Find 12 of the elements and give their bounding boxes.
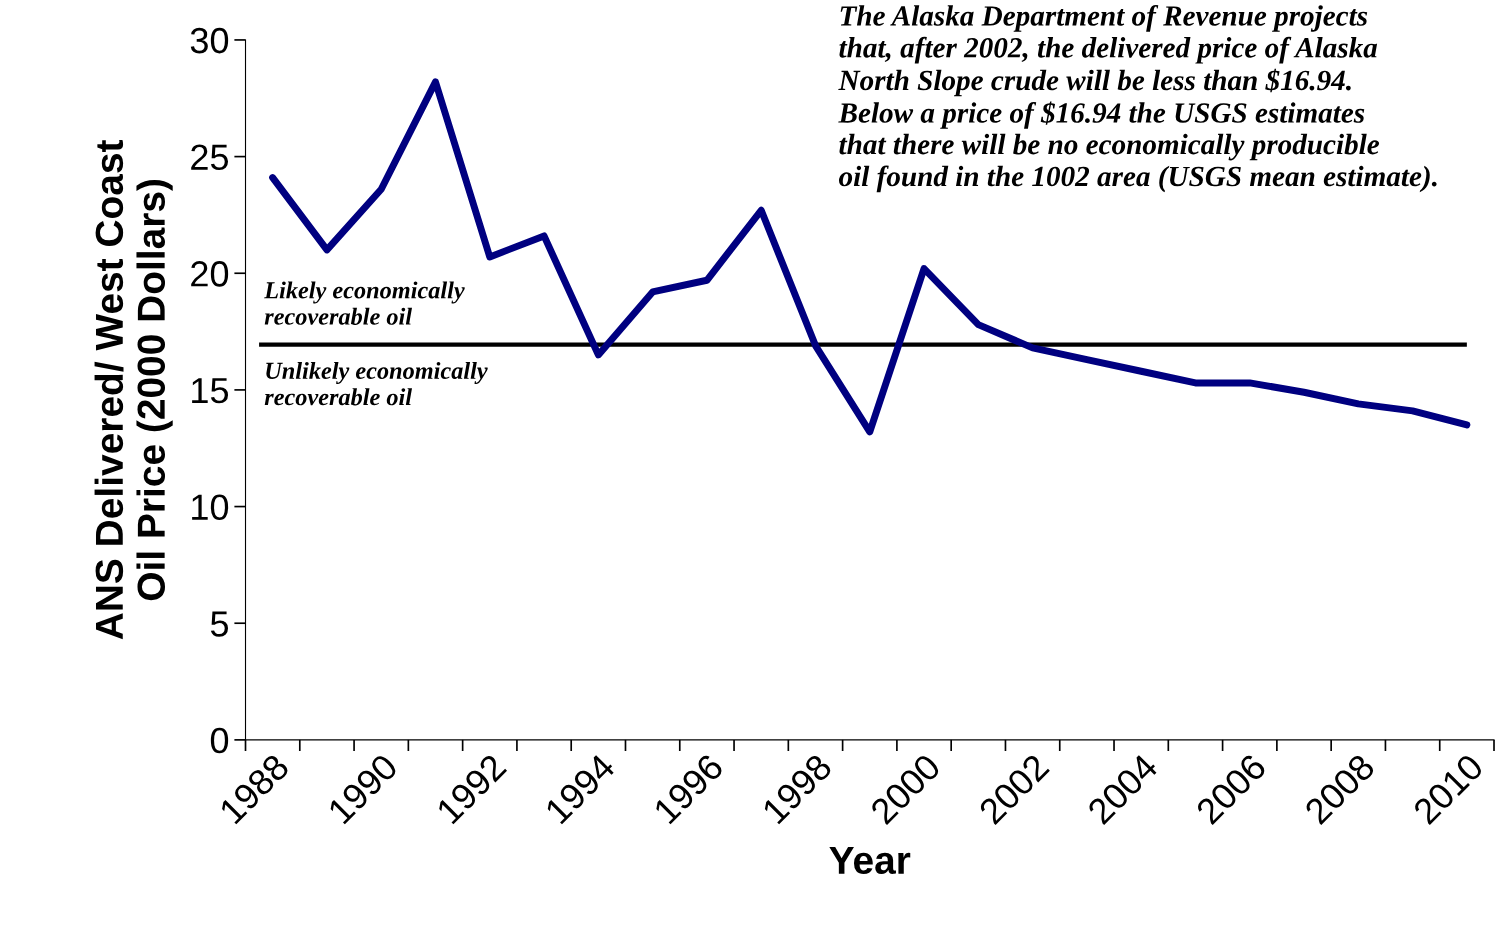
y-axis-title: ANS Delivered/ West Coast Oil Price (2000 Dollars) bbox=[94, 140, 173, 640]
x-axis-title: Year bbox=[829, 846, 911, 875]
y-tick-label: 10 bbox=[192, 494, 229, 521]
y-tick-label: 20 bbox=[191, 261, 229, 287]
annotation: Likely economically recoverable oil bbox=[264, 281, 465, 325]
y-tick-label: 30 bbox=[190, 27, 229, 54]
y-tick-label: 15 bbox=[192, 378, 229, 404]
y-tick-label: 5 bbox=[210, 611, 229, 637]
y-tick-label: 0 bbox=[210, 727, 229, 754]
annotation: Unlikely economically recoverable oil bbox=[264, 361, 488, 406]
annotation: The Alaska Department of Revenue projects that, after 2002, the delivered price of Alaska North Slope crude will be less than $16.94. Below a price of $16.94 the USGS estimates that there will be no economically producible oil found in the 1002 area (USGS mean estimate). bbox=[838, 4, 1437, 193]
y-tick-label: 25 bbox=[191, 144, 229, 171]
